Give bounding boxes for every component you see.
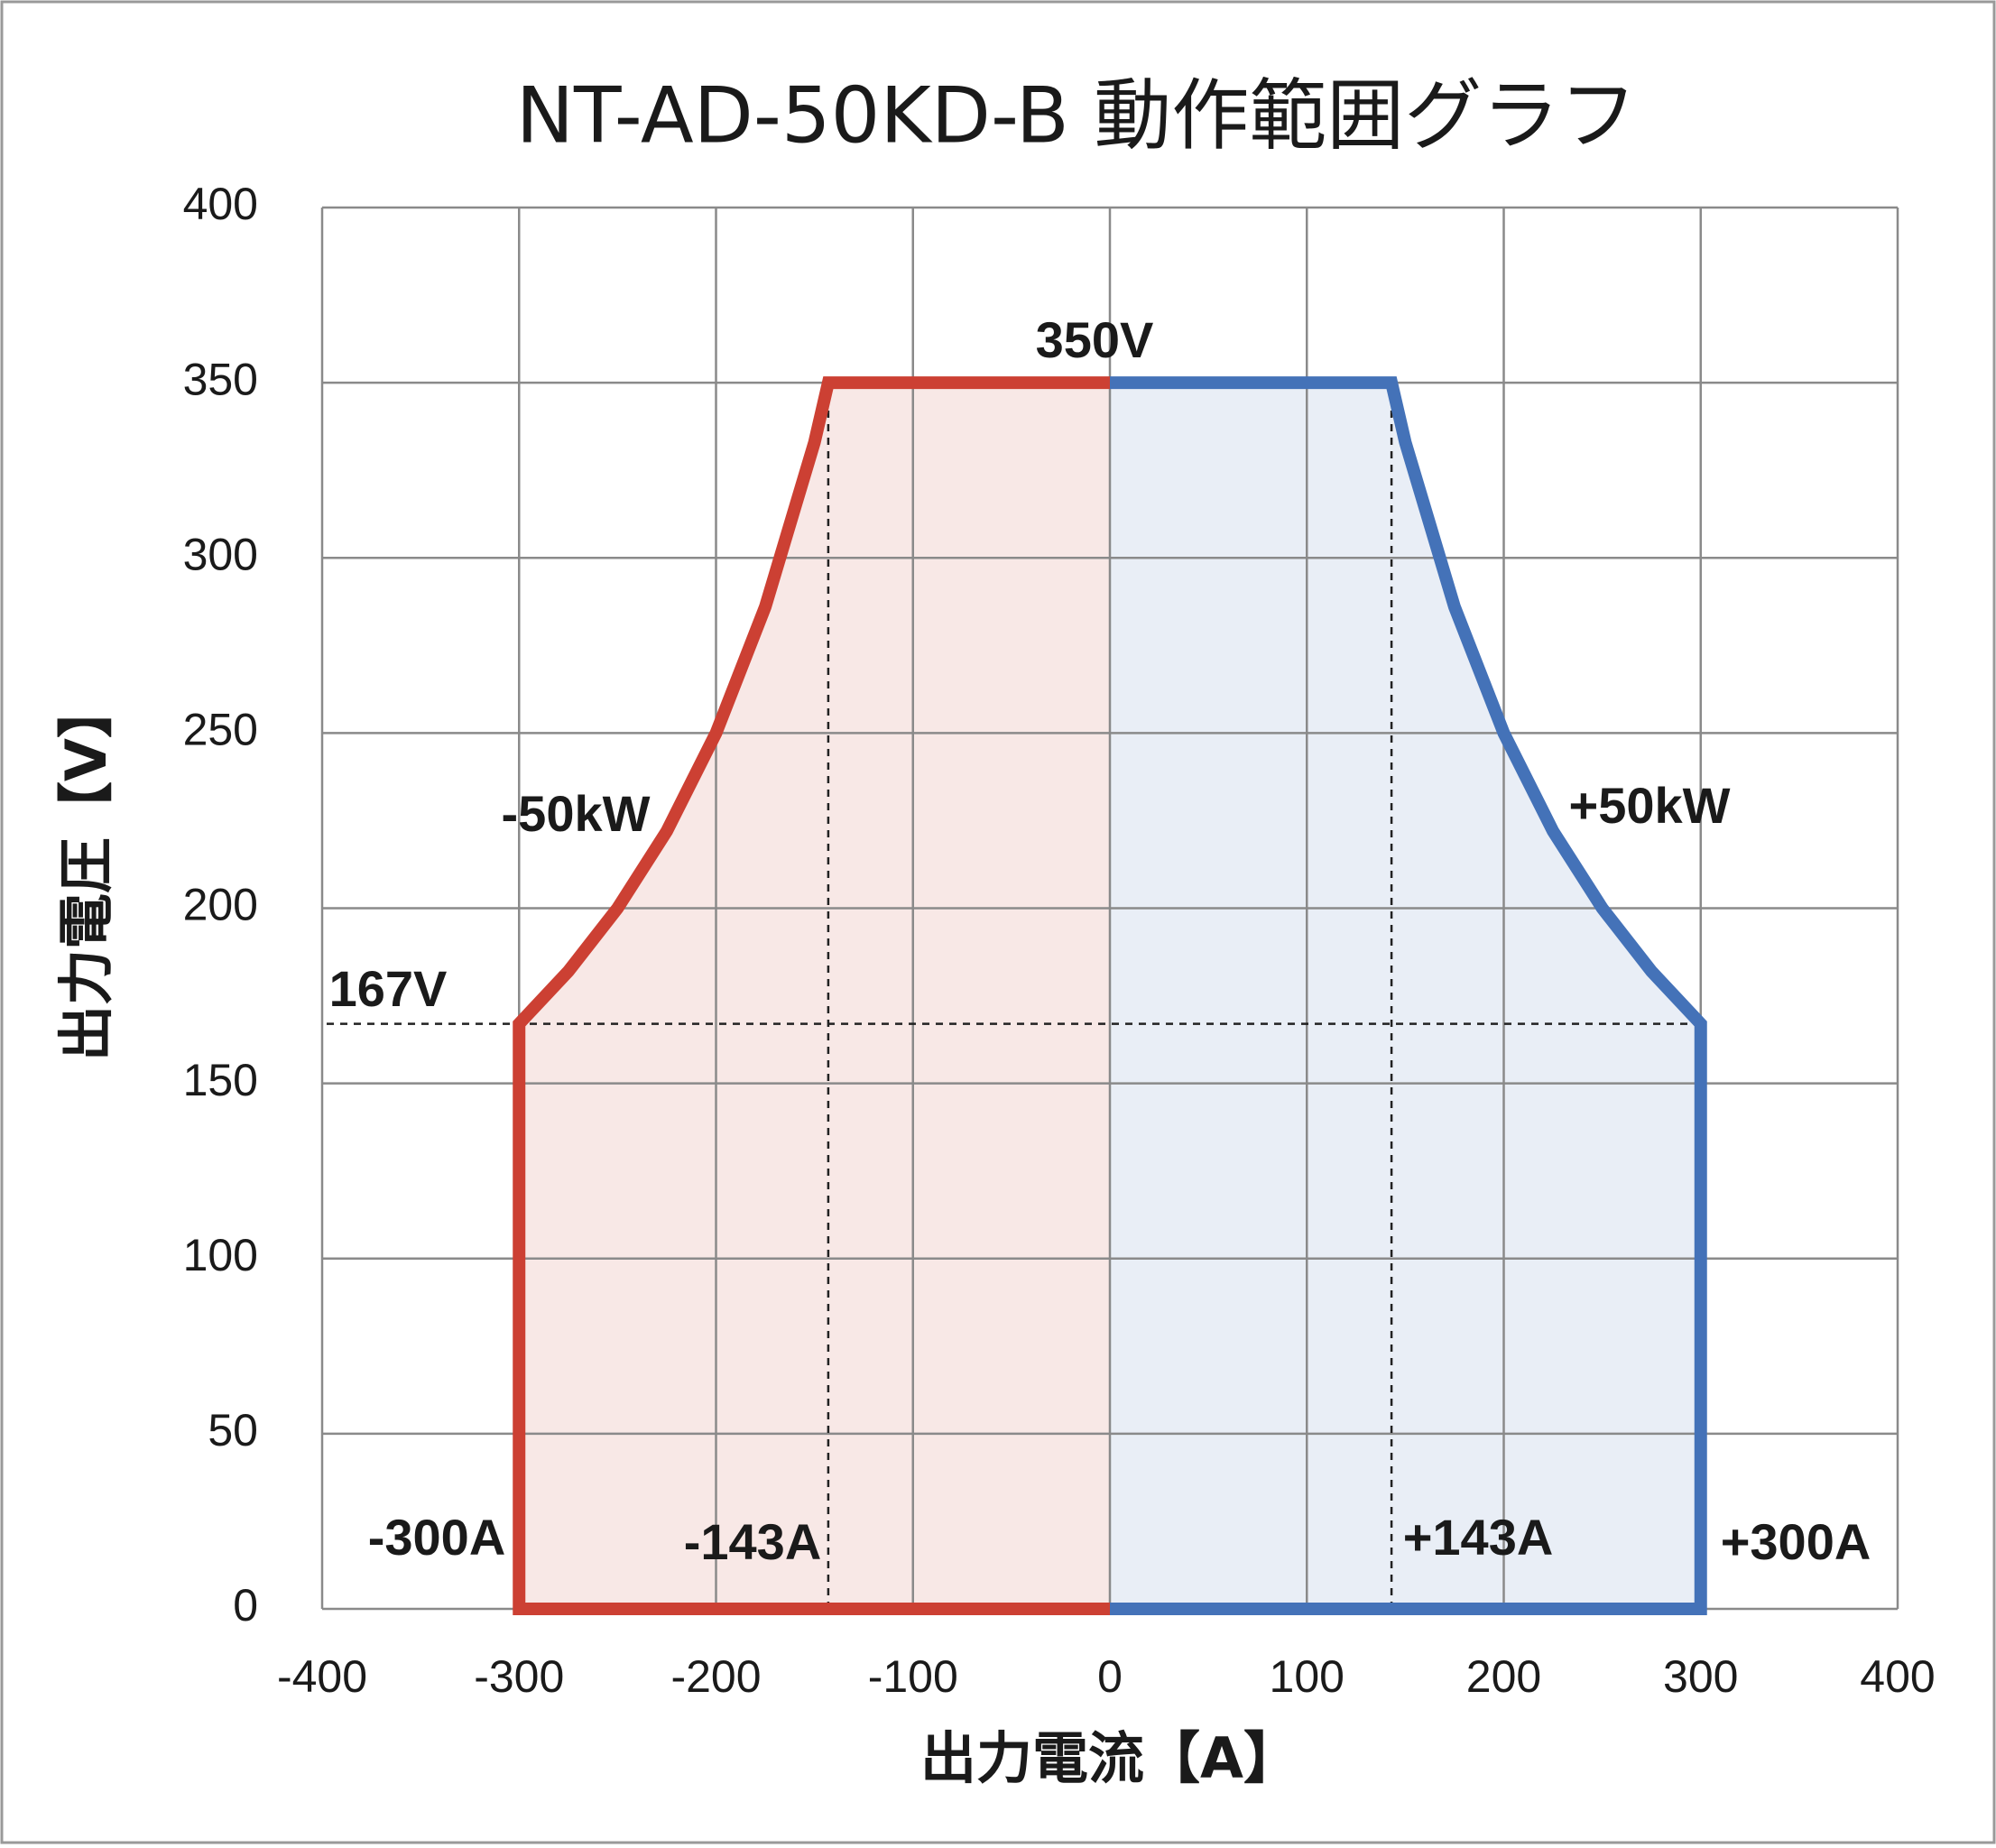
x-tick-label: -400 bbox=[277, 1651, 367, 1702]
annotation: +50kW bbox=[1569, 777, 1731, 834]
y-tick-label: 200 bbox=[183, 880, 258, 930]
annotation: +300A bbox=[1721, 1513, 1871, 1570]
series-line bbox=[1110, 376, 1707, 1615]
x-tick-label: 0 bbox=[1097, 1651, 1123, 1702]
y-tick-label: 300 bbox=[183, 529, 258, 579]
y-tick-label: 0 bbox=[233, 1580, 258, 1631]
area-fill bbox=[1110, 383, 1701, 1609]
annotation: 167V bbox=[329, 960, 448, 1017]
x-tick-label: 100 bbox=[1270, 1651, 1345, 1702]
x-tick-label: -200 bbox=[670, 1651, 761, 1702]
x-tick-label: -100 bbox=[868, 1651, 958, 1702]
y-tick-label: 100 bbox=[183, 1230, 258, 1280]
x-axis-title: 出力電流【A】 bbox=[920, 1725, 1299, 1791]
x-tick-label: 400 bbox=[1860, 1651, 1935, 1702]
annotation: -50kW bbox=[502, 785, 651, 842]
chart-title: NT-AD-50KD-B 動作範囲グラフ bbox=[516, 70, 1638, 161]
y-tick-label: 50 bbox=[208, 1405, 258, 1455]
annotation: 350V bbox=[1036, 311, 1154, 368]
y-tick-label: 250 bbox=[183, 705, 258, 755]
annotation: -300A bbox=[368, 1509, 506, 1566]
annotation: -143A bbox=[684, 1513, 822, 1570]
y-tick-label: 350 bbox=[183, 354, 258, 404]
x-tick-label: 300 bbox=[1663, 1651, 1738, 1702]
y-tick-label: 150 bbox=[183, 1055, 258, 1105]
series-line bbox=[513, 376, 1110, 1615]
y-axis-title: 出力電圧【V】 bbox=[53, 682, 119, 1061]
y-tick-label: 400 bbox=[183, 179, 258, 229]
annotation: +143A bbox=[1403, 1509, 1554, 1566]
x-tick-label: 200 bbox=[1466, 1651, 1541, 1702]
x-tick-label: -300 bbox=[474, 1651, 564, 1702]
area-fill bbox=[519, 383, 1110, 1609]
